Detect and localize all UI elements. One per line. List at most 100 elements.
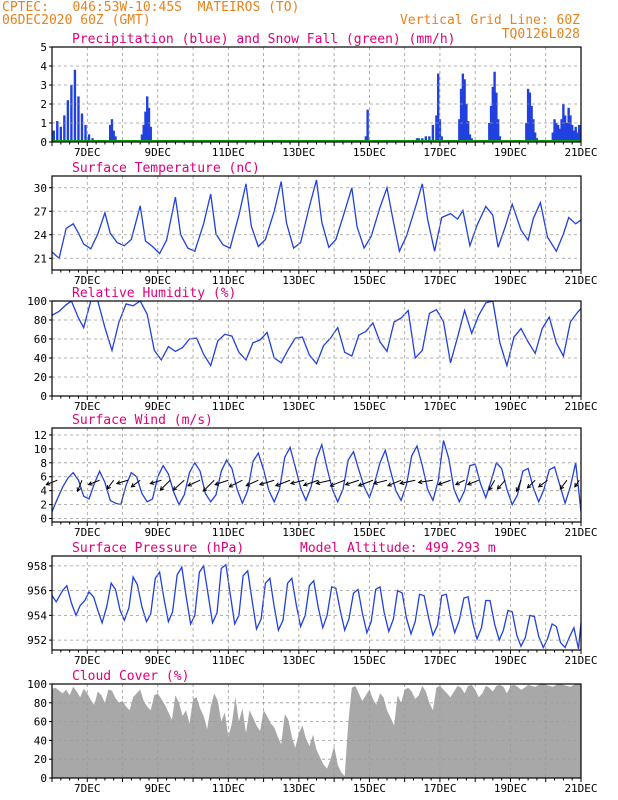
precip-bar (140, 134, 144, 142)
wind-vector (372, 479, 388, 486)
y-tick-label: 4 (40, 60, 47, 73)
panel-temp: Surface Temperature (nC) 21 24 27 30 7DEC 9DEC… (34, 161, 598, 287)
y-tick-label: 5 (40, 41, 47, 54)
x-tick-label: 7DEC (74, 782, 101, 795)
precip-bar (463, 79, 466, 142)
precip-bar (488, 123, 491, 142)
x-tick-label: 17DEC (423, 782, 456, 795)
wind-vector (228, 479, 243, 488)
precip-bar (56, 121, 59, 142)
wind-vector (454, 479, 465, 486)
x-tick-label: 19DEC (494, 274, 527, 287)
wind-vector (526, 479, 536, 489)
y-tick-label: 3 (40, 79, 47, 92)
temp-line (52, 179, 581, 260)
y-tick-label: 100 (27, 678, 47, 691)
precip-bar (555, 123, 558, 142)
y-tick-label: 20 (34, 371, 47, 384)
y-tick-label: 20 (34, 753, 47, 766)
panel-title-precip: Precipitation (blue) and Snow Fall (gree… (72, 32, 456, 47)
precip-bar (59, 126, 63, 142)
precip-bar (458, 119, 461, 142)
precip-bar (551, 132, 554, 142)
precip-bar (563, 115, 567, 142)
model-code: TQ0126L028 (501, 27, 580, 42)
precip-bar (553, 119, 556, 142)
precip-bar (424, 136, 428, 142)
x-tick-label: 13DEC (282, 400, 315, 413)
panel-title-rh: Relative Humidity (%) (72, 286, 236, 301)
panel-rh: Relative Humidity (%) 0 20 40 60 80 100 7DEC 9DE… (27, 286, 597, 413)
x-tick-label: 13DEC (282, 526, 315, 539)
y-tick-label: 12 (34, 429, 47, 442)
precip-bar (493, 71, 496, 142)
x-tick-label: 13DEC (282, 274, 315, 287)
precip-bar (70, 85, 73, 142)
y-tick-label: 1 (40, 117, 47, 130)
x-tick-label: 21DEC (564, 782, 597, 795)
x-tick-label: 21DEC (564, 654, 597, 667)
precip-bar (428, 136, 431, 142)
y-tick-label: 952 (27, 634, 47, 647)
precip-bar (526, 88, 530, 142)
wind-vector (417, 479, 433, 485)
wind-vector (488, 479, 496, 492)
pressure-line (52, 563, 581, 650)
x-tick-label: 11DEC (212, 654, 245, 667)
grid-note: Vertical Grid Line: 60Z (399, 13, 580, 28)
precip-bar (556, 124, 560, 142)
x-tick-label: 15DEC (353, 400, 386, 413)
precip-bar (532, 119, 535, 142)
precip-bar (567, 107, 570, 142)
wind-vector (87, 479, 100, 486)
wind-vector (302, 479, 319, 487)
precip-bar (525, 123, 528, 142)
panel-frame (51, 46, 582, 143)
precip-bar (574, 126, 577, 142)
x-tick-label: 17DEC (423, 400, 456, 413)
precip-bar (84, 124, 87, 142)
precip-bar (468, 134, 472, 142)
x-tick-label: 17DEC (423, 654, 456, 667)
precip-bar (572, 130, 576, 142)
station-label: CPTEC: 046:53W-10:45S MATEIROS (TO) (2, 0, 300, 15)
x-tick-label: 15DEC (353, 782, 386, 795)
y-tick-label: 0 (40, 136, 47, 149)
wind-vector (537, 479, 548, 488)
x-tick-label: 13DEC (282, 146, 315, 159)
x-tick-label: 7DEC (74, 654, 101, 667)
precip-bar (146, 96, 149, 142)
precip-bar (438, 119, 442, 142)
x-tick-label: 11DEC (212, 274, 245, 287)
precip-bar (431, 124, 435, 142)
precip-bar (558, 128, 562, 142)
precip-bar (142, 124, 145, 142)
precip-bar (364, 136, 368, 142)
panel-frame (51, 175, 582, 271)
y-tick-label: 100 (27, 295, 47, 308)
wind-vector (245, 479, 259, 487)
x-tick-label: 21DEC (564, 400, 597, 413)
y-tick-label: 40 (34, 352, 47, 365)
precip-bar (435, 115, 438, 142)
panel-pressure: Surface Pressure (hPa) Model Altitude: 49… (27, 541, 597, 667)
wind-vector (159, 479, 171, 491)
wind-vector (187, 479, 201, 487)
panel-cloud: Cloud Cover (%) 0 20 40 60 80 100 7DEC 9DEC 11DEC… (27, 669, 597, 795)
y-tick-label: 80 (34, 697, 47, 710)
cloud-cover-area (52, 684, 581, 778)
x-tick-label: 7DEC (74, 274, 101, 287)
wind-vector (289, 479, 305, 486)
precip-bar (528, 92, 532, 142)
panel-title-wind: Surface Wind (m/s) (72, 413, 213, 428)
y-tick-label: 60 (34, 716, 47, 729)
x-tick-label: 15DEC (353, 526, 386, 539)
precip-bar (147, 107, 151, 142)
x-tick-label: 13DEC (282, 782, 315, 795)
x-tick-label: 11DEC (212, 400, 245, 413)
precip-bar (77, 96, 80, 142)
precip-bar (560, 119, 563, 142)
precip-bar (565, 123, 569, 142)
x-tick-label: 9DEC (145, 274, 172, 287)
